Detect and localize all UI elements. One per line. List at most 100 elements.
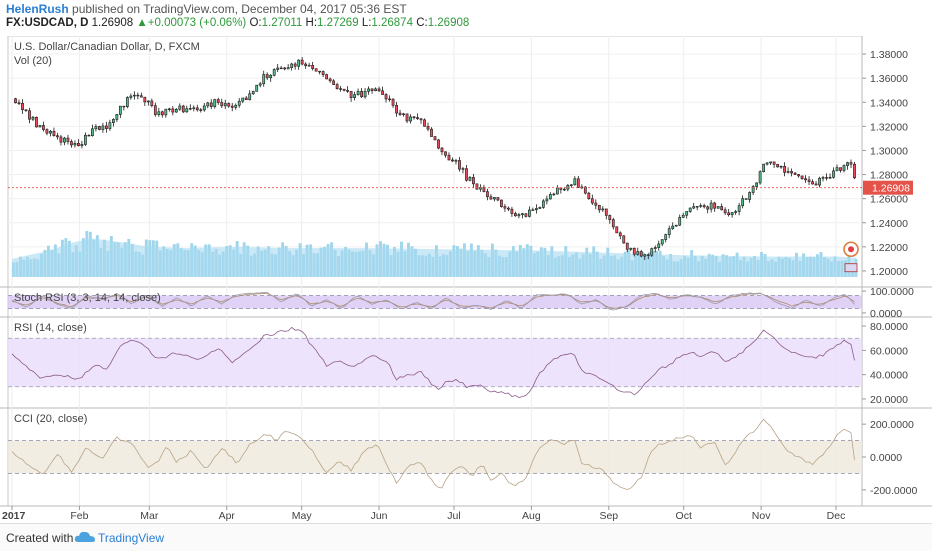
candle-down — [853, 163, 856, 179]
candle-down — [398, 112, 402, 115]
candle-down — [807, 179, 811, 182]
candle-up — [363, 91, 367, 98]
x-axis: 2017 Feb Mar Apr May Jun Jul Aug Sep Oct Nov Dec — [0, 505, 932, 522]
candle-down — [475, 183, 479, 190]
candle-up — [286, 67, 290, 70]
candle-up — [538, 207, 542, 209]
candle-down — [395, 104, 398, 114]
candle-up — [374, 88, 377, 92]
candle-down — [35, 116, 38, 128]
candle-up — [779, 166, 783, 168]
indicator-title: Stoch RSI (3, 3, 14, 14, close) — [14, 292, 161, 304]
candle-up — [101, 125, 105, 130]
candle-down — [105, 125, 108, 129]
candle-down — [608, 215, 612, 220]
candle-down — [360, 90, 363, 98]
candle-down — [405, 113, 409, 122]
candle-down — [587, 192, 591, 200]
candle-down — [230, 105, 234, 108]
x-tick-label: Aug — [522, 510, 541, 522]
candle-down — [489, 196, 493, 200]
candle-down — [825, 177, 828, 179]
candle-down — [143, 96, 147, 103]
footer-bar: Created with TradingView — [0, 523, 932, 551]
candle-up — [573, 178, 577, 186]
candle-down — [328, 78, 332, 82]
candle-up — [688, 207, 692, 212]
candle-layer — [14, 56, 856, 261]
candle-down — [632, 247, 636, 255]
low-label: L: — [361, 17, 372, 29]
candle-down — [594, 202, 598, 206]
symbol-label[interactable]: FX:USDCAD, D — [6, 17, 89, 29]
candle-up — [38, 125, 42, 128]
x-tick-label: Jul — [447, 510, 460, 522]
open-value: 1.27011 — [261, 17, 303, 29]
tradingview-brand[interactable]: TradingView — [98, 531, 165, 545]
candle-up — [601, 208, 605, 211]
candle-up — [832, 170, 835, 178]
candle-up — [223, 103, 227, 107]
candle-down — [122, 105, 126, 108]
candle-up — [828, 177, 832, 179]
canada-flag-icon — [848, 246, 855, 253]
candle-up — [115, 114, 119, 120]
candle-down — [21, 102, 24, 111]
candle-up — [667, 228, 671, 235]
last-price-tag-label: 1.26908 — [872, 183, 910, 195]
candle-down — [150, 100, 154, 106]
price-tick-label: 1.36000 — [870, 73, 908, 85]
candle-up — [157, 111, 161, 115]
candle-down — [496, 197, 500, 201]
candle-down — [419, 118, 423, 121]
candle-up — [297, 59, 301, 67]
candle-down — [646, 254, 650, 256]
x-tick-label: Sep — [599, 510, 618, 522]
candle-down — [500, 199, 503, 207]
volume-label: Vol (20) — [14, 55, 52, 67]
candle-up — [402, 113, 405, 115]
candle-down — [412, 116, 416, 118]
candle-up — [650, 248, 654, 256]
candle-up — [835, 167, 839, 172]
up-arrow-icon: ▲ — [136, 17, 148, 29]
candle-up — [63, 137, 66, 143]
candle-up — [521, 213, 524, 215]
publish-line: HelenRush published on TradingView.com, … — [6, 2, 407, 16]
candle-down — [625, 242, 629, 250]
candle-up — [695, 206, 699, 208]
candle-down — [507, 207, 510, 210]
candle-up — [528, 209, 531, 217]
candle-up — [269, 74, 273, 79]
candle-up — [730, 212, 734, 216]
chart-title: U.S. Dollar/Canadian Dollar, D, FXCM — [14, 41, 200, 53]
indicator-tick-label: 100.0000 — [870, 286, 914, 298]
candle-down — [597, 204, 601, 211]
candle-down — [744, 198, 748, 200]
candle-up — [566, 185, 570, 190]
candle-down — [300, 59, 304, 65]
candle-down — [706, 206, 710, 210]
candle-down — [804, 178, 807, 181]
indicator-title: RSI (14, close) — [14, 322, 87, 334]
ohlc-line: FX:USDCAD, D 1.26908 ▲+0.00073 (+0.06%) … — [6, 17, 469, 29]
candle-down — [293, 63, 297, 67]
indicator-line — [11, 418, 855, 491]
candle-up — [569, 184, 573, 186]
close-label: C: — [416, 17, 428, 29]
candle-up — [125, 97, 129, 108]
indicator-tick-label: 40.0000 — [870, 370, 908, 382]
candle-down — [576, 178, 580, 188]
candle-up — [786, 171, 790, 173]
candle-up — [307, 65, 311, 67]
published-text: published on TradingView.com, December 0… — [72, 2, 407, 16]
candle-down — [311, 65, 315, 69]
x-tick-label: Apr — [219, 510, 236, 522]
candle-down — [723, 209, 727, 214]
chart-area[interactable]: 1.38000 1.36000 1.34000 1.32000 1.30000 1.280… — [0, 36, 932, 523]
indicator-band — [8, 295, 862, 309]
username-link[interactable]: HelenRush — [6, 2, 69, 16]
price-change: +0.00073 (+0.06%) — [147, 17, 247, 29]
x-tick-label: May — [292, 510, 313, 522]
candle-down — [618, 232, 622, 237]
